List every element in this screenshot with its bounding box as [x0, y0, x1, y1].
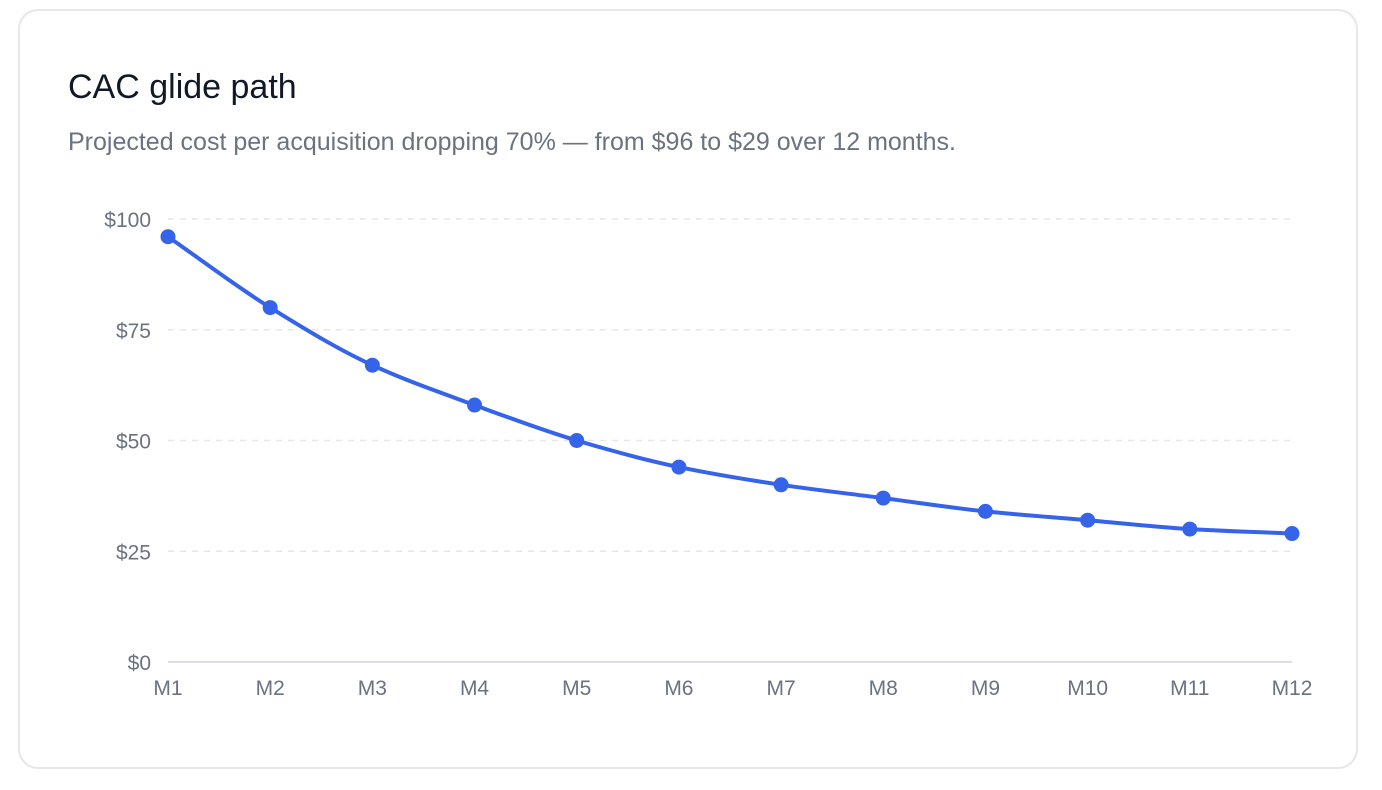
data-point[interactable] [875, 490, 891, 506]
y-axis-ticks: $0 $25 $50 $75 $100 [104, 209, 151, 675]
chart-title: CAC glide path [68, 68, 297, 106]
x-tick-label: M3 [358, 677, 387, 700]
data-point[interactable] [364, 357, 380, 373]
x-tick-label: M1 [153, 677, 182, 700]
data-point[interactable] [1182, 521, 1198, 537]
x-tick-label: M11 [1170, 677, 1209, 700]
x-tick-label: M12 [1272, 677, 1313, 700]
x-tick-label: M2 [256, 677, 285, 700]
y-tick-label: $100 [104, 209, 151, 232]
data-point[interactable] [773, 477, 789, 493]
series-line-layer [166, 234, 1294, 536]
x-tick-label: M10 [1067, 677, 1108, 700]
data-points [160, 229, 1300, 542]
data-point[interactable] [160, 229, 176, 245]
gridlines [168, 218, 1292, 552]
x-tick-label: M6 [664, 677, 693, 700]
data-point[interactable] [671, 459, 687, 475]
data-point[interactable] [262, 300, 278, 316]
data-point[interactable] [977, 503, 993, 519]
chart-subtitle: Projected cost per acquisition dropping … [68, 128, 957, 156]
series-line [166, 234, 1294, 536]
x-tick-label: M9 [971, 677, 1000, 700]
x-tick-label: M8 [869, 677, 898, 700]
x-tick-label: M7 [766, 677, 795, 700]
y-tick-label: $25 [116, 541, 151, 564]
data-point[interactable] [1080, 512, 1096, 528]
x-tick-label: M5 [562, 677, 591, 700]
data-point[interactable] [1284, 526, 1300, 542]
data-point[interactable] [467, 397, 483, 413]
data-point[interactable] [569, 433, 585, 448]
chart-card: CAC glide path Projected cost per acquis… [18, 9, 1358, 769]
y-tick-label: $0 [128, 652, 151, 675]
x-tick-label: M4 [460, 677, 489, 700]
x-axis-ticks: M1 M2 M3 M4 M5 M6 M7 M8 M9 M10 M11 M12 [153, 677, 1312, 700]
y-tick-label: $50 [116, 431, 151, 454]
y-tick-label: $75 [116, 320, 151, 343]
